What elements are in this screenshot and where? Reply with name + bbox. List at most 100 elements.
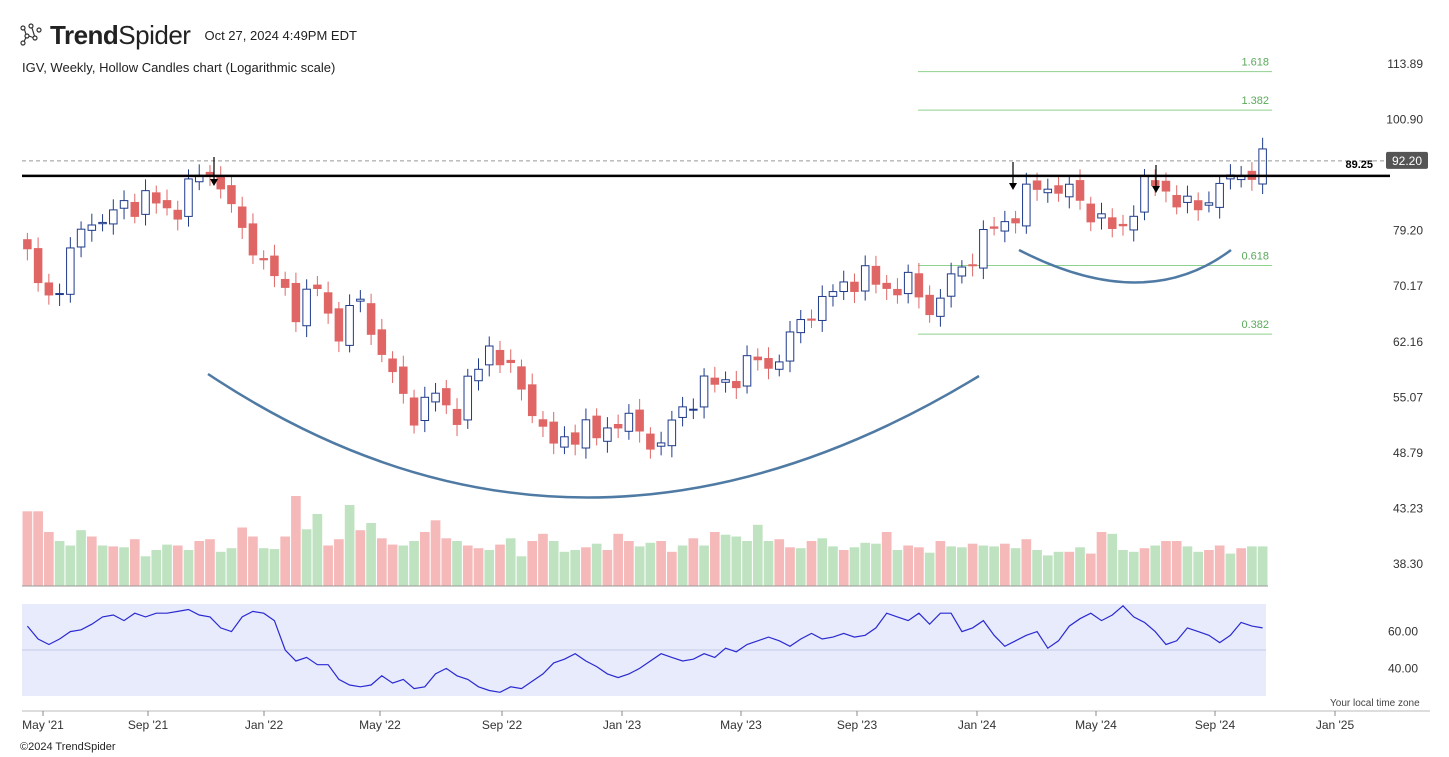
candle-body xyxy=(860,265,870,292)
candle-body xyxy=(839,281,848,293)
candle-body xyxy=(903,271,913,295)
candle-body xyxy=(420,396,430,422)
volume-bar xyxy=(667,551,677,586)
candle-body xyxy=(323,292,333,314)
candle-body xyxy=(1258,148,1267,185)
candle-body xyxy=(989,226,999,229)
x-tick-label: Jan '23 xyxy=(603,718,642,732)
candle-body xyxy=(484,345,494,366)
candle-body xyxy=(345,305,354,346)
candle-body xyxy=(506,359,515,364)
volume-bar xyxy=(355,530,366,586)
candle-body xyxy=(710,377,720,385)
large-cup-curve xyxy=(207,372,980,499)
candle-body xyxy=(495,349,505,366)
candle-body xyxy=(173,209,183,220)
volume-bar xyxy=(1128,551,1139,586)
arrow-head-icon xyxy=(210,179,218,186)
header-bar: TrendSpider Oct 27, 2024 4:49PM EDT xyxy=(18,18,357,52)
price-chart[interactable]: 1.618 1.382 0.618 0.382 89.25 113.89 100.90 7… xyxy=(0,0,1449,740)
volume-bar xyxy=(183,550,194,586)
candle-body xyxy=(216,177,225,190)
volume-bar xyxy=(1075,547,1085,586)
x-tick-label: Sep '22 xyxy=(482,718,523,732)
volume-bar xyxy=(699,545,709,586)
volume-bar xyxy=(1214,545,1225,586)
volume-bar xyxy=(344,505,355,586)
volume-bar xyxy=(398,545,409,586)
volume-bar xyxy=(720,534,731,586)
candle-body xyxy=(592,415,601,439)
volume-bar xyxy=(172,545,183,586)
candle-body xyxy=(227,185,236,205)
candle-body xyxy=(162,200,172,209)
fib-level-label: 0.382 xyxy=(1241,319,1269,331)
volume-bar xyxy=(935,541,946,586)
candle-body xyxy=(732,381,741,389)
volume-bar xyxy=(151,550,162,586)
volume-bar xyxy=(1204,550,1214,586)
candle-body xyxy=(527,384,537,417)
y-tick-label: 70.17 xyxy=(1393,279,1423,293)
candle-body xyxy=(925,294,934,316)
candle-body xyxy=(259,258,268,261)
y-tick-label: 43.23 xyxy=(1393,501,1423,515)
volume-bar xyxy=(108,546,119,586)
volume-bar xyxy=(1171,541,1182,586)
volume-bar xyxy=(1225,553,1236,586)
volume-bar xyxy=(248,536,258,586)
volume-bar xyxy=(140,556,151,586)
candle-body xyxy=(979,228,988,269)
volume-bar xyxy=(1150,545,1161,586)
x-tick-label: Sep '23 xyxy=(837,718,878,732)
candle-body xyxy=(334,308,344,342)
volume-bar xyxy=(1182,546,1193,586)
candle-body xyxy=(796,319,806,334)
volume-bar xyxy=(763,541,774,586)
candle-body xyxy=(742,355,752,387)
candle-body xyxy=(624,412,634,432)
volume-bar xyxy=(280,536,290,586)
candle-body xyxy=(399,366,408,394)
candle-body xyxy=(119,200,129,209)
volume-bar xyxy=(301,529,312,586)
candle-body xyxy=(1129,215,1138,231)
volume-bar xyxy=(849,547,860,586)
candle-body xyxy=(474,368,483,382)
volume-bar xyxy=(538,533,548,586)
volume-bar xyxy=(1053,551,1064,586)
candle-body xyxy=(76,228,86,248)
candle-body xyxy=(785,331,795,362)
x-tick-label: Sep '21 xyxy=(128,718,169,732)
candle-body xyxy=(1150,180,1160,187)
x-tick-label: May '23 xyxy=(720,718,762,732)
y-tick-label: 38.30 xyxy=(1393,557,1423,571)
volume-bar xyxy=(215,551,226,586)
volume-bar xyxy=(548,541,559,586)
volume-bar xyxy=(624,541,634,586)
candle-body xyxy=(442,388,451,406)
fib-level-label: 1.618 xyxy=(1241,57,1269,69)
candle-body xyxy=(936,297,945,317)
candle-body xyxy=(828,291,838,297)
candle-body xyxy=(807,318,816,321)
volume-bar xyxy=(559,551,570,586)
volume-bar xyxy=(194,541,205,586)
candle-body xyxy=(1193,200,1203,211)
volume-bar xyxy=(162,544,172,586)
candle-body xyxy=(66,247,75,295)
candle-body xyxy=(538,419,548,427)
volume-bar xyxy=(387,544,398,586)
candle-body xyxy=(452,408,462,425)
volume-bar xyxy=(495,544,505,586)
volume-bar xyxy=(1064,551,1075,586)
candle-body xyxy=(1118,223,1128,227)
candle-body xyxy=(388,358,397,373)
volume-bar xyxy=(957,547,967,586)
volume-bar xyxy=(892,550,903,586)
fib-level-label: 1.382 xyxy=(1241,95,1269,107)
volume-bar xyxy=(76,530,86,586)
candle-body xyxy=(721,379,730,383)
candle-body xyxy=(1107,217,1117,229)
volume-bar xyxy=(33,511,43,586)
